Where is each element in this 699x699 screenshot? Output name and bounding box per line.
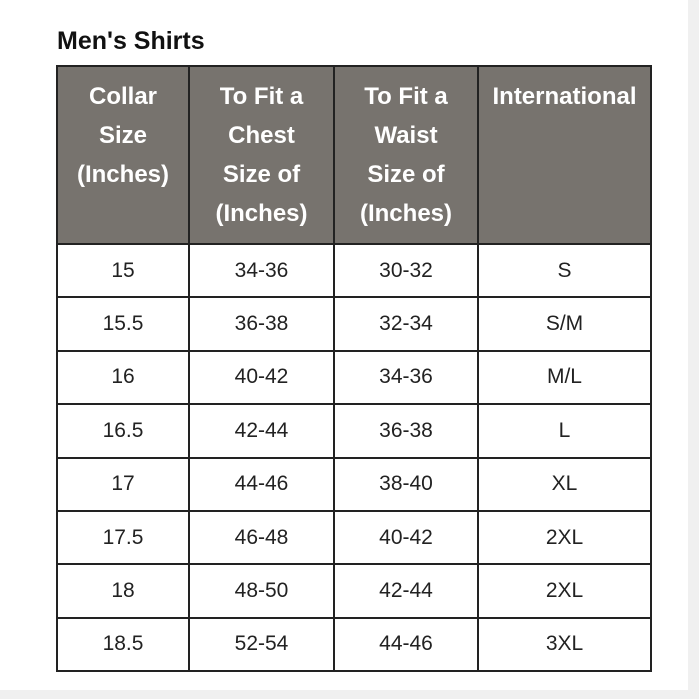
- header-cell: To Fit a Chest Size of (Inches): [188, 65, 335, 245]
- table-cell: M/L: [477, 349, 652, 406]
- table-row: 16.5 42-44 36-38 L: [56, 403, 652, 459]
- table-cell: 36-38: [188, 296, 335, 352]
- table-cell: 36-38: [333, 403, 479, 459]
- header-cell: To Fit a Waist Size of (Inches): [333, 65, 479, 245]
- table-cell: 3XL: [477, 616, 652, 673]
- table-cell: 16.5: [56, 403, 190, 459]
- table-cell: L: [477, 403, 652, 459]
- table-cell: S: [477, 242, 652, 299]
- table-cell: 17: [56, 456, 190, 512]
- title: Men's Shirts: [57, 27, 205, 55]
- table-cell: 30-32: [333, 242, 479, 299]
- table-row: 18 48-50 42-44 2XL: [56, 563, 652, 619]
- header-line: (Inches): [76, 161, 169, 188]
- table-row: 17 44-46 38-40 XL: [56, 456, 652, 512]
- header-cell: Collar Size (Inches): [56, 65, 190, 245]
- table-row: 18.5 52-54 44-46 3XL: [56, 616, 652, 673]
- table-row: 17.5 46-48 40-42 2XL: [56, 509, 652, 566]
- header-row: Collar Size (Inches) To Fit a Chest Size of (I…: [56, 65, 652, 245]
- header-line: Chest: [228, 122, 295, 149]
- header-line: (Inches): [359, 200, 452, 227]
- header-line: Size: [98, 122, 148, 149]
- header-line: To Fit a: [364, 83, 448, 110]
- table-cell: 34-36: [333, 349, 479, 406]
- table-row: 15.5 36-38 32-34 S/M: [56, 296, 652, 352]
- header-line: Collar: [88, 83, 157, 110]
- table-cell: S/M: [477, 296, 652, 352]
- table-cell: 15.5: [56, 296, 190, 352]
- table-cell: 48-50: [188, 563, 335, 619]
- table-row: 15 34-36 30-32 S: [56, 242, 652, 299]
- table-cell: 16: [56, 349, 190, 406]
- table-cell: 38-40: [333, 456, 479, 512]
- table-cell: 2XL: [477, 509, 652, 566]
- header-cell: International: [477, 65, 652, 245]
- header-line: To Fit a: [219, 83, 304, 110]
- table-cell: 18.5: [56, 616, 190, 673]
- header-line: Size of: [222, 161, 301, 188]
- table-cell: 32-34: [333, 296, 479, 352]
- header-line: Waist: [374, 122, 438, 149]
- size-table: Collar Size (Inches) To Fit a Chest Size of (I…: [56, 65, 652, 673]
- table-cell: XL: [477, 456, 652, 512]
- table-cell: 46-48: [188, 509, 335, 566]
- header-line: (Inches): [215, 200, 308, 227]
- table-cell: 52-54: [188, 616, 335, 673]
- table-row: 16 40-42 34-36 M/L: [56, 349, 652, 406]
- table-cell: 18: [56, 563, 190, 619]
- header-line: Size of: [367, 161, 445, 188]
- table-cell: 42-44: [333, 563, 479, 619]
- table-cell: 2XL: [477, 563, 652, 619]
- header-line: International: [492, 83, 637, 110]
- table-cell: 40-42: [188, 349, 335, 406]
- table-cell: 42-44: [188, 403, 335, 459]
- table-cell: 17.5: [56, 509, 190, 566]
- table-cell: 44-46: [333, 616, 479, 673]
- table-cell: 40-42: [333, 509, 479, 566]
- table-cell: 44-46: [188, 456, 335, 512]
- table-cell: 34-36: [188, 242, 335, 299]
- table-cell: 15: [56, 242, 190, 299]
